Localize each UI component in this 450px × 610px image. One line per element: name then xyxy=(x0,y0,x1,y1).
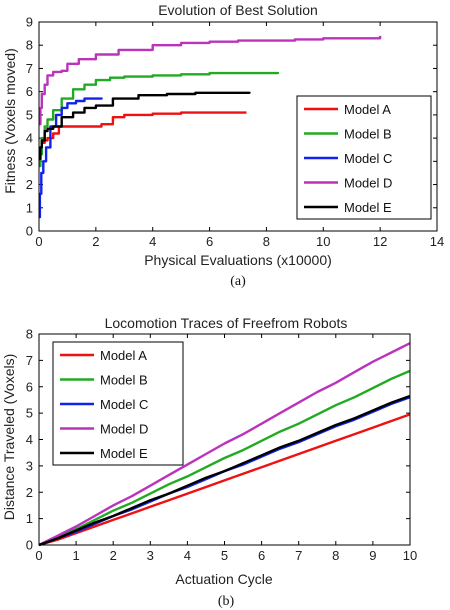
chart-a-series-model-e xyxy=(39,91,251,161)
chart-b-series-model-d xyxy=(38,342,411,547)
chart-b-xtick-label: 4 xyxy=(184,548,191,563)
caption-b: (b) xyxy=(218,594,235,609)
chart-a-legend-label-model-e: Model E xyxy=(344,200,392,215)
chart-b-xtick-label: 1 xyxy=(72,548,79,563)
chart-a-ylabel: Fitness (Voxels moved) xyxy=(2,48,18,194)
chart-a-axes-box xyxy=(38,21,438,232)
chart-a-xtick-label: 8 xyxy=(263,234,270,249)
chart-a-legend-label-model-d: Model D xyxy=(344,176,392,191)
chart-b-ylabel: Distance Traveled (Voxels) xyxy=(1,354,17,521)
chart-b-xlabel: Actuation Cycle xyxy=(175,571,272,587)
chart-b-legend-label-model-d: Model D xyxy=(100,422,148,437)
chart-b-xtick-label: 10 xyxy=(403,548,417,563)
chart-b: Locomotion Traces of Freefrom Robots Dis… xyxy=(1,315,417,609)
chart-b-series-model-b xyxy=(38,369,411,547)
chart-b-xtick-label: 8 xyxy=(332,548,339,563)
chart-b-series-model-e xyxy=(38,394,411,547)
chart-b-title: Locomotion Traces of Freefrom Robots xyxy=(105,315,348,331)
chart-a-legend-label-model-a: Model A xyxy=(344,102,391,117)
chart-b-legend-label-model-b: Model B xyxy=(100,373,148,388)
chart-a-ytick-label: 1 xyxy=(26,200,33,215)
chart-b-ytick-label: 8 xyxy=(26,327,33,342)
chart-b-series-model-a xyxy=(38,413,411,547)
chart-a-title: Evolution of Best Solution xyxy=(158,2,318,18)
chart-a-legend: Model A Model B Model C Model D Model E xyxy=(296,95,432,220)
chart-b-ytick-label: 0 xyxy=(26,538,33,553)
chart-a-xtick-label: 2 xyxy=(92,234,99,249)
chart-b-legend-label-model-a: Model A xyxy=(100,348,147,363)
chart-a-ytick-label: 8 xyxy=(26,38,33,53)
chart-a-ytick-label: 7 xyxy=(26,61,33,76)
chart-a-xtick-label: 6 xyxy=(206,234,213,249)
chart-a-ytick-label: 3 xyxy=(26,154,33,169)
chart-a-ytick-label: 6 xyxy=(26,84,33,99)
chart-b-ytick-label: 2 xyxy=(26,485,33,500)
chart-a-series-model-a xyxy=(39,111,247,156)
chart-b-ytick-label: 1 xyxy=(26,511,33,526)
chart-b-axes-box xyxy=(38,333,411,546)
chart-a: Evolution of Best Solution Fitness (Voxe… xyxy=(2,2,444,289)
chart-b-ytick-label: 5 xyxy=(26,406,33,421)
chart-b-legend-label-model-c: Model C xyxy=(100,397,148,412)
chart-b-ytick-label: 3 xyxy=(26,458,33,473)
chart-a-legend-label-model-b: Model B xyxy=(344,127,392,142)
chart-a-legend-label-model-c: Model C xyxy=(344,151,392,166)
chart-a-series-model-d xyxy=(39,35,382,126)
chart-b-xtick-label: 3 xyxy=(147,548,154,563)
caption-a: (a) xyxy=(230,274,246,289)
chart-b-legend: Model A Model B Model C Model D Model E xyxy=(52,341,184,466)
chart-b-xtick-label: 5 xyxy=(221,548,228,563)
chart-a-series-model-c xyxy=(38,97,103,219)
chart-b-ytick-label: 7 xyxy=(26,353,33,368)
chart-b-xtick-label: 6 xyxy=(258,548,265,563)
chart-b-xtick-label: 2 xyxy=(110,548,117,563)
chart-a-ytick-label: 9 xyxy=(26,15,33,30)
chart-a-xtick-label: 0 xyxy=(35,234,42,249)
chart-a-ytick-label: 0 xyxy=(26,224,33,239)
chart-a-series-model-b xyxy=(39,71,279,168)
chart-a-xtick-label: 10 xyxy=(316,234,330,249)
chart-a-ytick-label: 4 xyxy=(26,131,33,146)
chart-b-xtick-label: 7 xyxy=(295,548,302,563)
chart-a-xtick-label: 4 xyxy=(149,234,156,249)
chart-a-ytick-label: 2 xyxy=(26,177,33,192)
chart-a-xlabel: Physical Evaluations (x10000) xyxy=(144,252,332,268)
chart-b-ytick-label: 4 xyxy=(26,432,33,447)
chart-b-ytick-label: 6 xyxy=(26,379,33,394)
chart-b-legend-label-model-e: Model E xyxy=(100,446,148,461)
chart-a-xtick-label: 14 xyxy=(430,234,444,249)
chart-a-xtick-label: 12 xyxy=(373,234,387,249)
chart-a-ytick-label: 5 xyxy=(26,107,33,122)
chart-b-xtick-label: 9 xyxy=(369,548,376,563)
chart-b-xtick-label: 0 xyxy=(35,548,42,563)
